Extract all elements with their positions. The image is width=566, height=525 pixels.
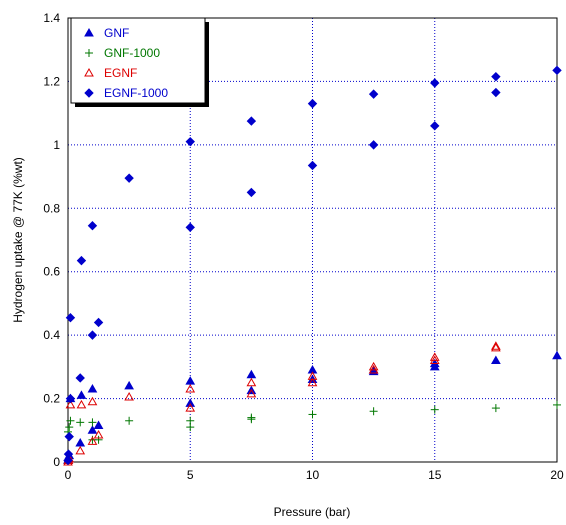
gnf-1000-point — [247, 413, 256, 422]
egnf-point — [124, 391, 134, 401]
y-tick-label: 0 — [53, 455, 60, 469]
egnf-1000-point — [65, 312, 76, 323]
y-ticks: 0 0.2 0.4 0.6 0.8 1 1.2 1.4 — [43, 11, 60, 469]
egnf-1000-point — [368, 140, 379, 150]
egnf-1000-point — [246, 187, 257, 198]
egnf-1000-point — [430, 78, 440, 88]
egnf-1000-point — [246, 116, 257, 126]
y-tick-label: 0.2 — [43, 392, 60, 406]
egnf-1000-point — [368, 89, 379, 99]
gnf-1000-point — [430, 405, 439, 414]
gnf-1000-point — [66, 416, 75, 425]
gnf-1000-point — [65, 423, 74, 432]
legend-label-egnf-1000: EGNF-1000 — [104, 86, 168, 100]
gnf-point — [124, 380, 134, 390]
egnf-1000-point — [87, 221, 98, 231]
egnf-point — [246, 388, 257, 398]
gnf-point — [491, 355, 501, 365]
gnf-point — [76, 390, 87, 399]
gnf-1000-point — [553, 400, 561, 409]
egnf-1000-point — [307, 160, 318, 171]
y-tick-label: 0.6 — [43, 265, 60, 279]
egnf-1000-point — [63, 455, 73, 466]
y-axis-title: Hydrogen uptake @ 77K (%wt) — [11, 157, 25, 323]
egnf-point — [93, 430, 104, 439]
egnf-point — [368, 361, 379, 371]
gnf-point — [87, 384, 98, 393]
y-tick-label: 1.2 — [43, 74, 60, 88]
egnf-point — [185, 403, 196, 412]
egnf-point — [185, 384, 196, 393]
legend-box — [70, 17, 206, 104]
x-tick-label: 20 — [550, 468, 564, 482]
egnf-point — [76, 399, 87, 409]
y-tick-label: 0.4 — [43, 328, 60, 342]
legend-label-gnf-1000: GNF-1000 — [104, 46, 160, 60]
legend-marker-egnf — [84, 67, 94, 77]
legend-marker-gnf — [84, 27, 94, 37]
gnf-1000-point — [491, 404, 500, 413]
gnf-1000-point — [76, 418, 85, 427]
y-tick-label: 1.4 — [43, 11, 60, 25]
x-ticks: 0 5 10 15 20 — [65, 468, 564, 482]
egnf-point — [491, 342, 501, 352]
egnf-point — [246, 377, 257, 387]
egnf-1000-point — [87, 330, 98, 340]
egnf-point — [307, 371, 318, 380]
gnf-1000-point — [186, 416, 195, 425]
legend: GNF GNF-1000 EGNF EGNF-1000 — [70, 17, 209, 107]
y-tick-label: 1 — [53, 138, 60, 152]
egnf-1000-point — [307, 98, 318, 109]
x-axis-title: Pressure (bar) — [274, 505, 351, 519]
data-points — [63, 65, 562, 466]
gnf-1000-point — [369, 407, 378, 416]
x-tick-label: 0 — [65, 468, 72, 482]
egnf-point — [87, 436, 98, 445]
egnf-1000-point — [491, 71, 501, 82]
egnf-point — [491, 341, 501, 350]
egnf-1000-point — [430, 121, 440, 131]
gnf-1000-point — [308, 410, 317, 419]
gnf-point — [93, 420, 104, 430]
egnf-1000-point — [552, 65, 562, 76]
egnf-point — [429, 352, 440, 361]
egnf-1000-point — [185, 136, 195, 147]
egnf-point — [87, 396, 98, 406]
gnf-1000-point — [94, 435, 103, 444]
legend-label-gnf: GNF — [104, 26, 129, 40]
gnf-point — [552, 350, 562, 360]
gnf-point — [87, 425, 98, 434]
x-tick-label: 5 — [187, 468, 194, 482]
legend-label-egnf: EGNF — [104, 66, 137, 80]
egnf-point — [75, 445, 86, 455]
egnf-point — [65, 399, 76, 409]
egnf-1000-point — [491, 87, 501, 98]
egnf-1000-point — [65, 393, 76, 404]
gnf-point — [185, 398, 196, 407]
x-tick-label: 10 — [306, 468, 320, 482]
gnf-1000-point — [88, 418, 97, 427]
gnf-1000-point — [125, 416, 134, 425]
legend-marker-egnf-1000 — [84, 88, 94, 98]
egnf-1000-point — [124, 173, 134, 183]
egnf-1000-point — [93, 317, 104, 328]
plot-frame — [67, 17, 558, 463]
egnf-1000-point — [75, 373, 85, 383]
egnf-point — [307, 377, 318, 387]
y-tick-label: 0.8 — [43, 201, 60, 215]
x-tick-label: 15 — [428, 468, 442, 482]
egnf-1000-point — [185, 222, 195, 233]
egnf-1000-point — [76, 255, 87, 266]
legend-marker-gnf-1000 — [85, 49, 93, 57]
egnf-1000-point — [64, 431, 74, 442]
egnf-1000-point — [63, 449, 74, 459]
